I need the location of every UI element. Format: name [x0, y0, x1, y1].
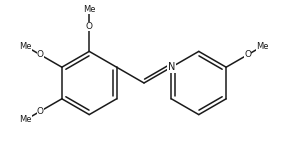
Text: N: N: [168, 62, 175, 72]
Text: O: O: [244, 50, 251, 59]
Text: O: O: [86, 22, 93, 31]
Text: Me: Me: [256, 42, 269, 51]
Text: Me: Me: [19, 115, 32, 124]
Text: O: O: [37, 107, 44, 116]
Text: Me: Me: [83, 5, 96, 14]
Text: Me: Me: [19, 42, 32, 51]
Text: O: O: [37, 50, 44, 59]
